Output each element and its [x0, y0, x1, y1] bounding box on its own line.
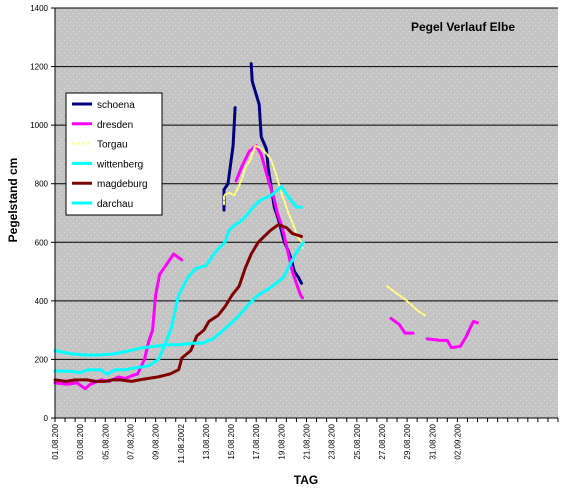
- x-tick-label: 13.08.200: [202, 423, 211, 459]
- y-tick-label-600: 600: [35, 238, 49, 247]
- x-tick-label: 25.08.200: [353, 423, 362, 459]
- series-dresden: [53, 144, 479, 391]
- series-line-Torgau: [223, 144, 304, 250]
- series-Torgau: [223, 144, 427, 317]
- series-wittenberg: [53, 185, 303, 376]
- x-tick-label: 27.08.200: [378, 423, 387, 459]
- x-tick-label: 09.08.200: [152, 423, 161, 459]
- x-tick-label: 15.08.200: [227, 423, 236, 459]
- x-tick-label: 02.09.200: [453, 423, 462, 459]
- y-tick-label-0: 0: [44, 414, 49, 423]
- series-line-Torgau: [386, 285, 427, 317]
- x-tick-label: 23.08.200: [328, 423, 337, 459]
- x-tick-label: 21.08.200: [303, 423, 312, 459]
- series-line-dresden: [53, 252, 184, 391]
- x-tick-label: 17.08.200: [252, 423, 261, 459]
- series-lines: [53, 62, 479, 391]
- legend-label-dresden: dresden: [97, 120, 133, 131]
- x-tick-label: 29.08.200: [403, 423, 412, 459]
- x-tick-label: 11.08.2002: [177, 423, 186, 463]
- legend-box: [65, 92, 163, 216]
- y-tick-label-200: 200: [35, 355, 49, 364]
- legend-label-darchau: darchau: [97, 199, 133, 210]
- legend: schoena dresden Torgau wittenberg magdeburg d…: [65, 92, 163, 216]
- y-tick-label-400: 400: [35, 297, 49, 306]
- y-tick-label-1000: 1000: [30, 121, 48, 130]
- y-tick-label-1400: 1400: [30, 4, 48, 13]
- legend-label-schoena: schoena: [97, 100, 135, 111]
- series-line-dresden: [234, 144, 304, 300]
- series-line-wittenberg: [53, 185, 303, 376]
- x-tick-label: 19.08.200: [277, 423, 286, 459]
- series-line-dresden: [389, 316, 415, 335]
- x-axis-ticks: 01.08.200 03.08.200 05.08.200 07.08.200 09.0…: [51, 418, 559, 463]
- series-line-darchau: [53, 240, 305, 357]
- x-tick-label: 07.08.200: [126, 423, 135, 459]
- legend-label-Torgau: Torgau: [97, 140, 128, 151]
- series-darchau: [53, 240, 305, 357]
- chart-title: Pegel Verlauf Elbe: [411, 20, 515, 34]
- legend-label-wittenberg: wittenberg: [96, 159, 143, 170]
- series-line-dresden: [425, 319, 479, 350]
- x-tick-label: 01.08.200: [51, 423, 60, 459]
- legend-label-magdeburg: magdeburg: [97, 179, 148, 190]
- y-axis-title: Pegelstand cm: [6, 158, 20, 243]
- x-axis-title: TAG: [294, 473, 318, 487]
- y-tick-label-800: 800: [35, 180, 49, 189]
- y-axis-ticks: 0 200 400 600 800 1000 1200 1400: [30, 4, 55, 423]
- x-tick-label: 03.08.200: [76, 423, 85, 459]
- x-tick-label: 31.08.200: [428, 423, 437, 459]
- y-tick-label-1200: 1200: [30, 63, 48, 72]
- x-tick-label: 05.08.200: [101, 423, 110, 459]
